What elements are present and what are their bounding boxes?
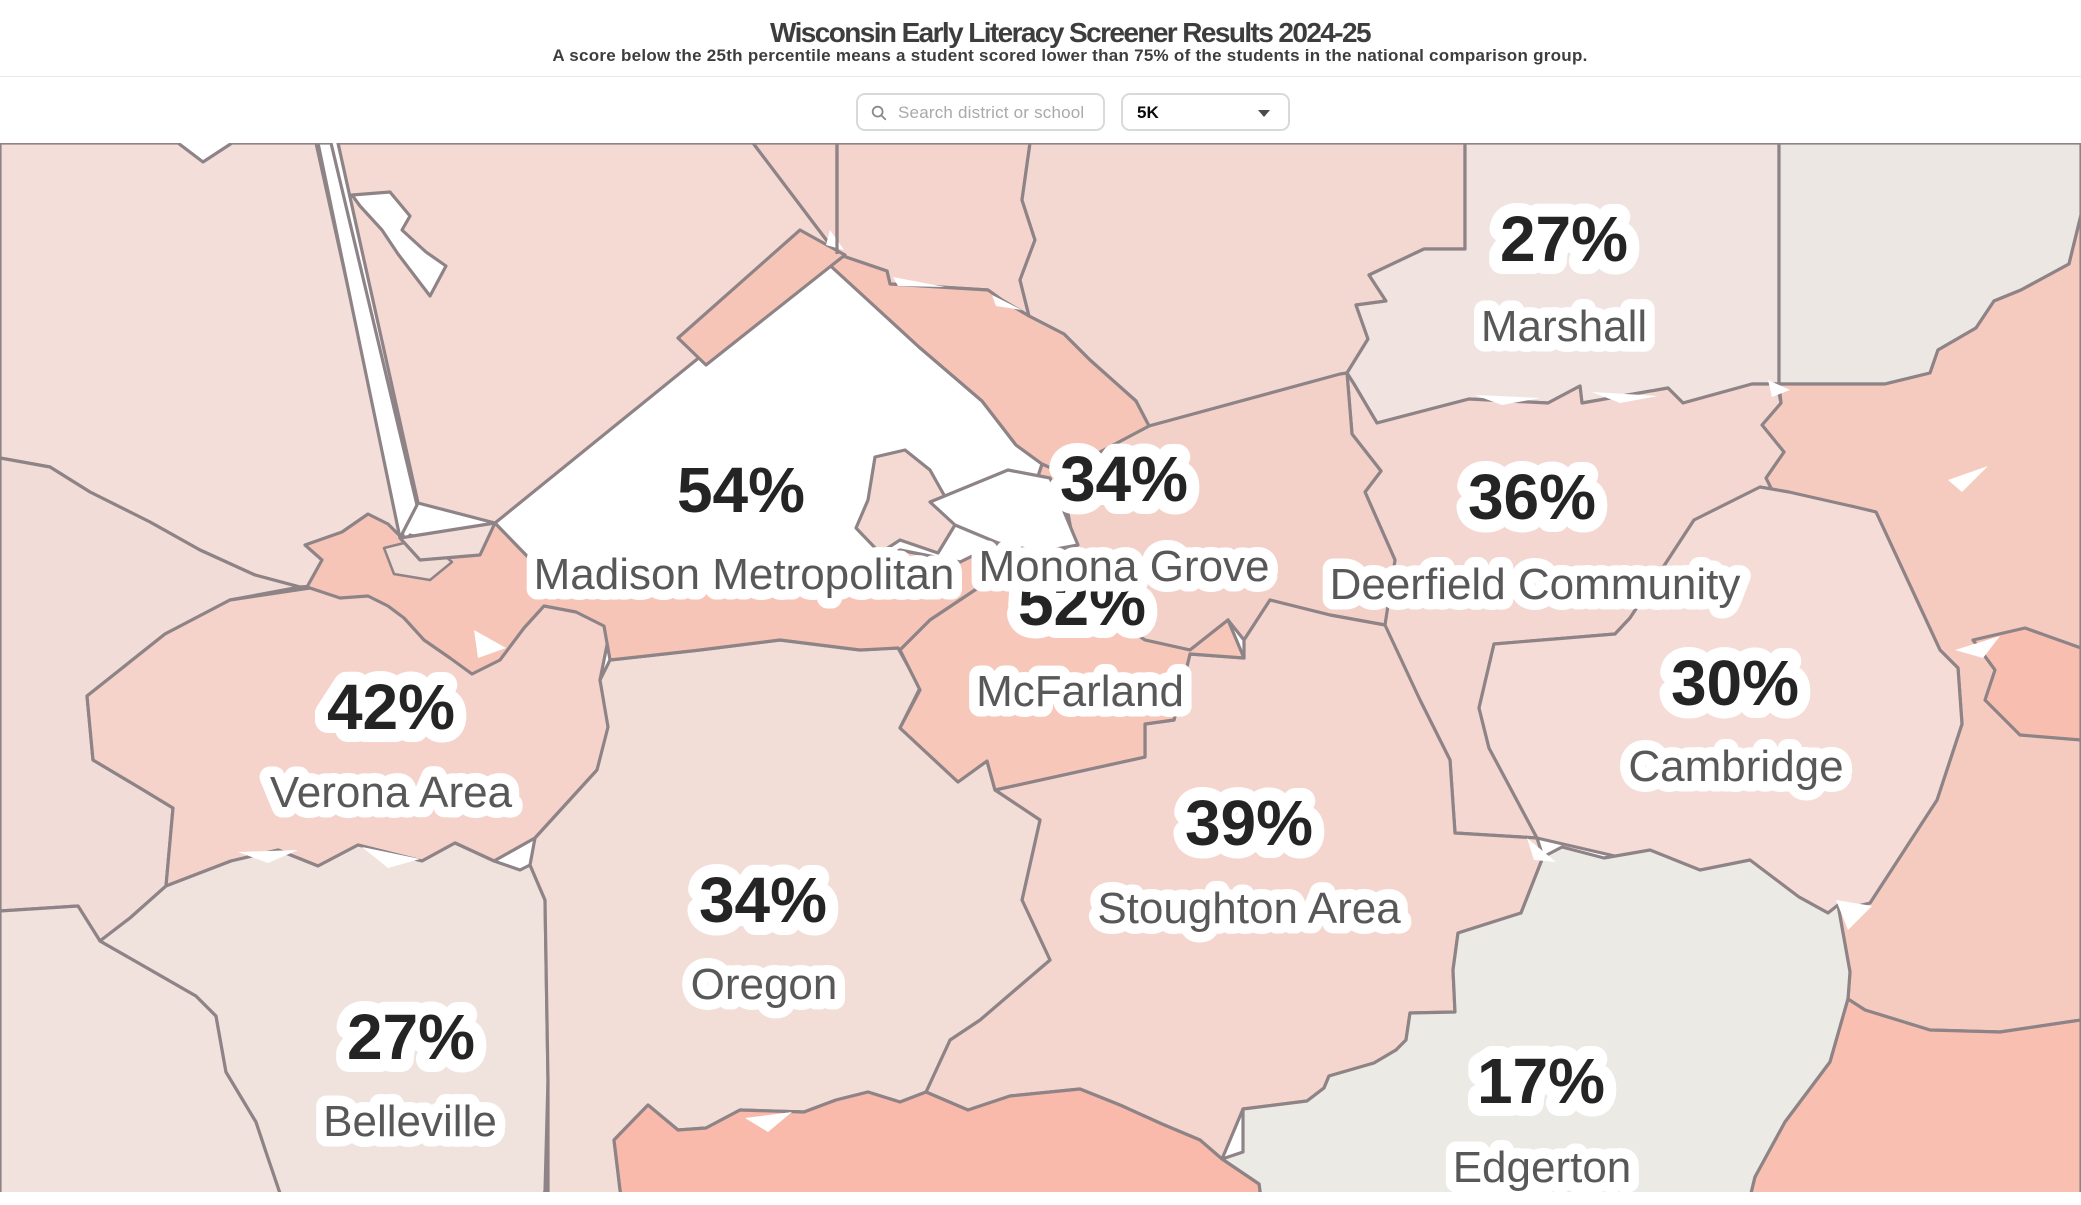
svg-text:42%: 42%	[327, 671, 455, 743]
svg-text:36%: 36%	[1468, 461, 1596, 533]
svg-text:17%: 17%	[1477, 1045, 1605, 1117]
svg-text:30%: 30%	[1671, 647, 1799, 719]
svg-text:34%: 34%	[699, 864, 827, 936]
svg-text:Edgerton: Edgerton	[1453, 1143, 1632, 1192]
svg-text:52%: 52%	[1018, 567, 1146, 639]
svg-text:Monona Grove: Monona Grove	[978, 542, 1269, 591]
svg-text:Madison Metropolitan: Madison Metropolitan	[534, 550, 955, 599]
svg-text:Oregon: Oregon	[691, 960, 838, 1009]
svg-text:Verona Area: Verona Area	[270, 768, 513, 817]
svg-text:34%: 34%	[1060, 443, 1188, 515]
svg-text:27%: 27%	[1500, 203, 1628, 275]
svg-text:Deerfield Community: Deerfield Community	[1330, 560, 1741, 609]
svg-text:McFarland: McFarland	[976, 667, 1184, 716]
svg-text:Belleville: Belleville	[323, 1097, 497, 1146]
svg-text:54%: 54%	[677, 454, 805, 526]
svg-text:Stoughton Area: Stoughton Area	[1097, 884, 1401, 933]
svg-text:39%: 39%	[1185, 787, 1313, 859]
svg-text:27%: 27%	[347, 1001, 475, 1073]
svg-text:Cambridge: Cambridge	[1628, 742, 1843, 791]
svg-text:Marshall: Marshall	[1481, 302, 1647, 351]
